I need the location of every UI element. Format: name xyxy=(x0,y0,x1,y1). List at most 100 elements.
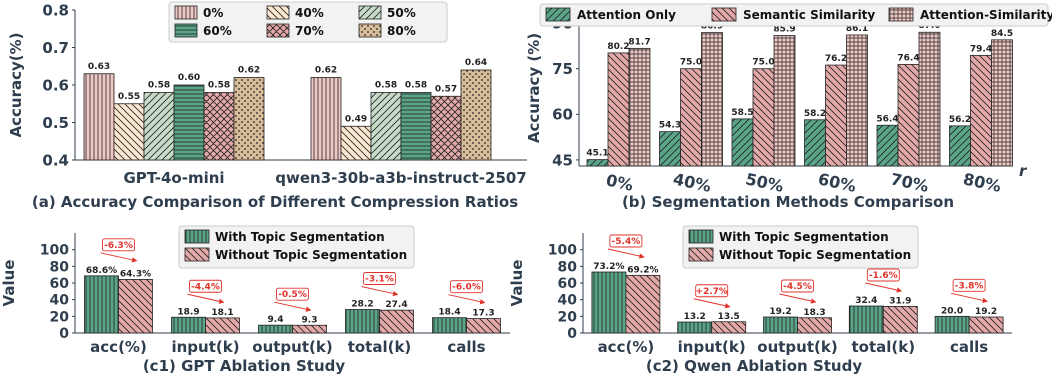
bar-value-label: 56.4 xyxy=(876,114,898,124)
bar-50-attention-only-hatch xyxy=(732,118,753,166)
x-tick-label: total(k) xyxy=(348,338,412,356)
bar-gpt-4o-mini-60-hatch xyxy=(174,85,204,160)
y-tick-label: 60 xyxy=(558,276,578,292)
legend-swatch-0-hatch xyxy=(175,6,197,19)
bar-output-k-without-topic-segmentation-hatch xyxy=(797,317,832,333)
legend-label: 70% xyxy=(295,24,324,38)
bar-acc-with-topic-segmentation-hatch xyxy=(84,275,119,333)
bar-0-semantic-similarity-hatch xyxy=(608,52,629,166)
bar-value-label: 58.5 xyxy=(731,108,753,118)
y-tick-label: 60 xyxy=(50,276,70,292)
legend-swatch-with-topic-segmentation-hatch xyxy=(689,230,713,243)
bar-50-attention-similarity-hatch xyxy=(774,35,795,166)
x-tick-label: acc(%) xyxy=(598,338,655,356)
bar-value-label: 27.4 xyxy=(385,300,407,310)
bar-gpt-4o-mini-0-hatch xyxy=(84,73,114,160)
x-tick-label: 70% xyxy=(889,169,930,196)
legend-swatch-attention-similarity-hatch xyxy=(889,8,913,21)
caption-b: (b) Segmentation Methods Comparison xyxy=(622,193,954,211)
change-badge xyxy=(952,278,986,292)
bar-value-label: 0.64 xyxy=(465,58,487,68)
change-label: -0.5% xyxy=(278,290,307,300)
bar-value-label: 20.0 xyxy=(941,306,963,316)
bar-value-label: 32.4 xyxy=(855,296,877,306)
bar-80-attention-only-hatch xyxy=(949,125,971,166)
legend-swatch-80-hatch xyxy=(359,24,381,37)
bar-40-semantic-similarity-hatch xyxy=(680,68,702,166)
change-badge xyxy=(695,284,729,298)
bar-value-label: 45.1 xyxy=(586,149,608,159)
legend-swatch-40-hatch xyxy=(267,6,289,19)
x-tick-label: 50% xyxy=(744,169,785,196)
legend-a: 0% 40% 50% 60% 70% 80% xyxy=(168,1,448,43)
y-tick-label: 80 xyxy=(558,259,578,275)
bar-80-attention-similarity-hatch xyxy=(991,39,1013,167)
bar-80-semantic-similarity-hatch xyxy=(970,55,992,166)
y-tick-label: 80 xyxy=(50,259,70,275)
caption-c2: (c2) Qwen Ablation Study xyxy=(646,357,862,375)
legend-swatch-70-hatch xyxy=(267,24,289,37)
bar-value-label: 0.63 xyxy=(88,62,110,72)
bar-output-k-with-topic-segmentation-hatch xyxy=(763,317,798,333)
bar-gpt-4o-mini-70-hatch xyxy=(204,92,234,160)
legend-swatch-60-hatch xyxy=(175,24,197,37)
change-badge xyxy=(276,287,309,301)
change-label: -1.6% xyxy=(869,271,898,281)
bar-value-label: 0.58 xyxy=(405,81,427,91)
bar-40-attention-only-hatch xyxy=(659,131,681,166)
bar-input-k-with-topic-segmentation-hatch xyxy=(677,322,712,333)
bar-qwen3-30b-a3b-instruct-2507-80-hatch xyxy=(461,70,491,160)
y-tick-label: 40 xyxy=(50,293,70,309)
change-label: -5.4% xyxy=(612,237,641,247)
bar-acc-without-topic-segmentation-hatch xyxy=(118,279,153,333)
bar-calls-with-topic-segmentation-hatch xyxy=(432,317,467,333)
change-arrow xyxy=(100,252,138,263)
caption-c1: (c1) GPT Ablation Study xyxy=(143,357,346,375)
bar-qwen3-30b-a3b-instruct-2507-50-hatch xyxy=(371,92,401,160)
change-label: -4.5% xyxy=(783,282,812,292)
bar-input-k-with-topic-segmentation-hatch xyxy=(171,317,206,333)
bar-value-label: 86.9 xyxy=(701,22,723,32)
x-tick-label: 40% xyxy=(671,169,712,196)
change-badge xyxy=(450,280,483,294)
change-label: -4.4% xyxy=(191,282,220,292)
bar-value-label: 31.9 xyxy=(889,296,911,306)
change-arrow xyxy=(951,292,988,303)
bar-value-label: 0.58 xyxy=(375,81,397,91)
bar-value-label: 18.3 xyxy=(803,308,825,318)
y-tick-label: 45 xyxy=(552,151,573,169)
legend-b: Attention Only Semantic Similarity Attenti… xyxy=(539,3,1052,27)
legend-label: Attention-Similarity xyxy=(920,8,1052,22)
bar-value-label: 81.7 xyxy=(628,37,650,47)
bar-gpt-4o-mini-40-hatch xyxy=(114,103,144,160)
x-tick-label: output(k) xyxy=(757,338,837,356)
panel-a-accuracy-compression: 0.4 0.5 0.6 0.7 0.8 Accuracy(%) 0.63 0.55 0.58 0.… xyxy=(7,1,527,211)
y-tick-label: 0.6 xyxy=(42,76,69,94)
bar-value-label: 56.2 xyxy=(949,115,971,125)
legend-label: 80% xyxy=(387,24,416,38)
bar-value-label: 84.5 xyxy=(991,29,1013,39)
change-arrow xyxy=(187,293,225,304)
bar-40-attention-similarity-hatch xyxy=(701,32,723,166)
bar-value-label: 0.49 xyxy=(345,114,367,124)
legend-swatch-50-hatch xyxy=(359,6,381,19)
y-tick-label: 40 xyxy=(558,293,578,309)
y-tick-label: 60 xyxy=(552,106,573,124)
bar-value-label: 9.3 xyxy=(302,315,318,325)
bar-total-k-with-topic-segmentation-hatch xyxy=(345,309,380,333)
x-tick-label: 0% xyxy=(604,171,635,195)
bar-value-label: 86.1 xyxy=(846,24,868,34)
x-tick-label: 80% xyxy=(961,169,1002,196)
legend-label: Without Topic Segmentation xyxy=(215,248,407,262)
x-tick-label: calls xyxy=(950,338,988,356)
legend-label: Semantic Similarity xyxy=(743,8,875,22)
legend-swatch-attention-only-hatch xyxy=(546,8,570,21)
y-tick-label: 75 xyxy=(552,60,573,78)
legend-swatch-without-topic-segmentation-hatch xyxy=(185,248,209,261)
panel-b-segmentation-methods: 45607590Accuracy (%)45.180.281.70%54.375… xyxy=(525,3,1052,211)
bar-total-k-without-topic-segmentation-hatch xyxy=(379,310,414,333)
bar-value-label: 69.2% xyxy=(627,265,658,275)
legend-label: 0% xyxy=(203,6,223,20)
y-tick-label: 0 xyxy=(59,326,69,342)
